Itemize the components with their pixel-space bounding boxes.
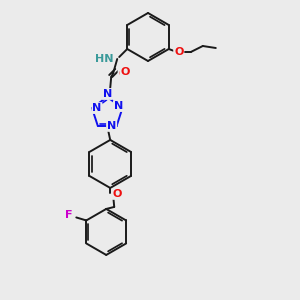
Text: O: O	[174, 47, 184, 57]
Text: F: F	[64, 210, 72, 220]
Text: N: N	[107, 121, 116, 131]
Text: O: O	[121, 67, 130, 77]
Text: N: N	[114, 101, 123, 111]
Text: N: N	[103, 89, 112, 99]
Text: N: N	[92, 103, 102, 113]
Text: O: O	[118, 69, 128, 79]
Text: HN: HN	[95, 54, 113, 64]
Text: O: O	[112, 189, 122, 199]
